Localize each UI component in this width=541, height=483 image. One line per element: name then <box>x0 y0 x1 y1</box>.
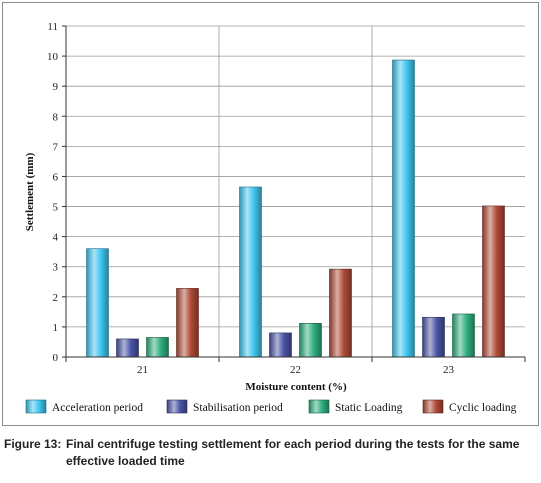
y-tick-label: 6 <box>53 171 59 183</box>
legend-swatch <box>308 399 330 414</box>
bar-stabilisation-period-22 <box>269 332 292 358</box>
bars <box>86 59 505 358</box>
x-axis-title: Moisture content (%) <box>245 381 347 393</box>
legend-swatch <box>166 399 188 414</box>
y-tick-label: 10 <box>47 51 59 63</box>
y-tick-label: 2 <box>53 292 59 304</box>
legend-label: Cyclic loading <box>449 402 517 414</box>
figure-caption: Figure 13: Final centrifuge testing settl… <box>4 436 538 470</box>
bar-static-loading-21 <box>146 337 169 358</box>
caption-label: Figure 13: <box>4 437 62 451</box>
caption-text: Final centrifuge testing settlement for … <box>66 437 520 468</box>
bar-cyclic-loading-21 <box>176 288 199 358</box>
bar-stabilisation-period-21 <box>116 338 139 358</box>
bar-cyclic-loading-22 <box>329 268 352 358</box>
legend: Acceleration period Stabilisation period S… <box>25 399 517 414</box>
x-tick-label: 23 <box>443 364 455 376</box>
bar-cyclic-loading-23 <box>482 205 505 358</box>
y-tick-label: 8 <box>53 111 59 123</box>
y-tick-label: 1 <box>53 322 59 334</box>
bar-static-loading-22 <box>299 322 322 358</box>
bar-stabilisation-period-23 <box>422 316 445 358</box>
x-tick-label: 22 <box>290 364 301 376</box>
y-axis-title: Settlement (mm) <box>24 152 36 231</box>
y-tick-label: 9 <box>53 81 59 93</box>
x-tick-label: 21 <box>137 364 148 376</box>
axes <box>62 25 526 362</box>
legend-label: Acceleration period <box>52 402 143 414</box>
bar-acceleration-period-21 <box>86 248 109 358</box>
legend-label: Static Loading <box>335 402 403 414</box>
legend-swatch <box>25 399 47 414</box>
y-tick-label: 5 <box>53 202 59 214</box>
y-tick-label: 3 <box>53 262 59 274</box>
y-tick-label: 4 <box>53 232 59 244</box>
grid-lines <box>66 25 525 357</box>
bar-acceleration-period-23 <box>392 59 415 358</box>
bar-static-loading-23 <box>452 313 475 358</box>
y-tick-labels: 0 1 2 3 4 5 6 7 8 9 10 11 <box>47 21 59 364</box>
y-tick-label: 7 <box>53 141 59 153</box>
chart-frame <box>2 2 539 426</box>
legend-swatch <box>422 399 444 414</box>
x-tick-labels: 21 22 23 <box>137 364 455 376</box>
legend-label: Stabilisation period <box>193 402 283 414</box>
y-tick-label: 0 <box>53 352 59 364</box>
bar-acceleration-period-22 <box>239 186 262 358</box>
y-tick-label: 11 <box>47 21 58 33</box>
